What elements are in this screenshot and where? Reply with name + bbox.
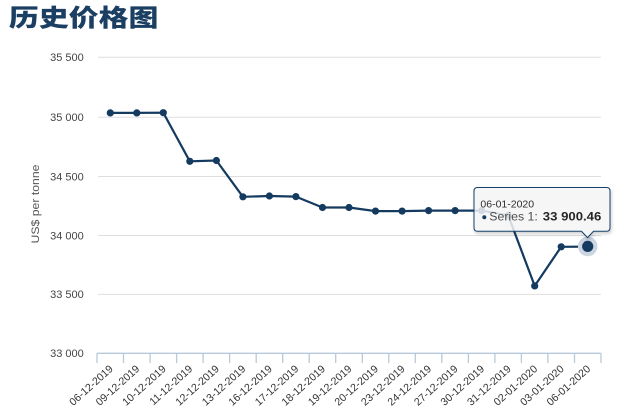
svg-text:35 500: 35 500 (50, 52, 84, 64)
svg-text:06-01-2020: 06-01-2020 (480, 198, 534, 210)
svg-text:33 500: 33 500 (50, 289, 84, 301)
svg-text:34 000: 34 000 (50, 230, 84, 242)
svg-text:33 000: 33 000 (50, 348, 84, 360)
svg-text:35 000: 35 000 (50, 112, 84, 124)
svg-text:34 500: 34 500 (50, 171, 84, 183)
svg-text:US$ per tonne: US$ per tonne (30, 165, 42, 244)
svg-text:33 900.46: 33 900.46 (543, 210, 602, 224)
svg-text:Series 1:: Series 1: (489, 210, 538, 224)
